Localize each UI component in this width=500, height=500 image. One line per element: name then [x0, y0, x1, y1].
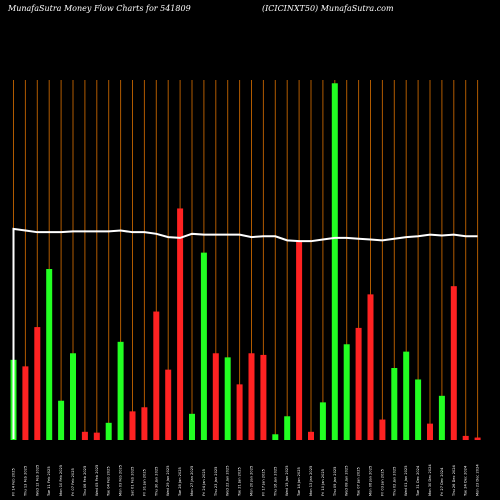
x-tick-label: Wed 15 Jan 2025 [285, 465, 289, 496]
bar [367, 294, 374, 440]
bar [200, 252, 207, 440]
bar [308, 431, 314, 440]
x-tick-label: Mon 10 Feb 2025 [59, 465, 63, 496]
bar [165, 369, 172, 440]
bar [177, 208, 184, 440]
x-tick-label: Tue 31 Dec 2024 [416, 465, 420, 497]
x-tick-label: Thu 23 Jan 2025 [214, 467, 218, 497]
trend-line-group [12, 227, 478, 439]
x-tick-label: Thu 13 Feb 2025 [23, 466, 27, 497]
bar [81, 431, 88, 440]
site-label: (ICICINXT50) MunafaSutra.com [262, 4, 394, 13]
x-tick-label: Tue 21 Jan 2025 [238, 467, 242, 497]
x-tick-label: Tue 14 Jan 2025 [297, 467, 301, 497]
bar [391, 368, 398, 440]
bar [224, 357, 231, 440]
x-tick-label: Wed 12 Feb 2025 [35, 465, 39, 496]
x-axis-labels: Fri 14 Feb 2025 Thu 13 Feb 2025 Wed 12 Feb… [12, 464, 480, 497]
bar [284, 416, 291, 440]
bar [34, 327, 41, 440]
x-tick-label: Fri 14 Feb 2025 [12, 468, 16, 496]
x-tick-label: Sat 01 Feb 2025 [131, 467, 135, 496]
x-tick-label: Thu 30 Jan 2025 [154, 467, 158, 497]
bar [248, 353, 255, 440]
bar [141, 407, 148, 440]
bar [379, 419, 386, 440]
trend-line [12, 227, 478, 439]
x-tick-label: Tue 04 Feb 2025 [107, 466, 111, 497]
x-tick-label: Wed 01 Jan 2025 [404, 465, 408, 496]
bar [427, 423, 433, 440]
bar [438, 395, 445, 440]
bar [319, 402, 326, 440]
x-tick-label: Fri 31 Jan 2025 [142, 469, 146, 496]
bar [46, 269, 53, 440]
x-tick-label: Fri 27 Dec 2024 [440, 467, 444, 496]
x-tick-label: Thu 06 Feb 2025 [83, 466, 87, 497]
x-tick-label: Mon 23 Dec 2024 [476, 464, 480, 496]
bar [189, 413, 195, 440]
bar [212, 353, 219, 440]
bar [58, 400, 65, 440]
x-tick-label: Fri 24 Jan 2025 [202, 469, 206, 496]
x-tick-label: Tue 11 Feb 2025 [47, 466, 51, 497]
bar [260, 354, 267, 440]
x-tick-label: Wed 29 Jan 2025 [166, 465, 170, 496]
x-tick-label: Mon 27 Jan 2025 [190, 466, 194, 496]
bars [10, 83, 481, 440]
x-tick-label: Thu 26 Dec 2024 [452, 464, 456, 497]
x-tick-label: Tue 28 Jan 2025 [178, 467, 182, 497]
x-tick-label: Fri 07 Feb 2025 [71, 468, 75, 496]
bar [22, 366, 29, 440]
bar [129, 411, 136, 440]
bar [343, 344, 350, 440]
bar [450, 286, 457, 440]
x-tick-label: Thu 09 Jan 2025 [333, 467, 337, 497]
x-tick-label: Mon 13 Jan 2025 [309, 466, 313, 496]
x-tick-label: Fri 17 Jan 2025 [261, 469, 265, 496]
bar [415, 379, 422, 440]
x-tick-label: Mon 20 Jan 2025 [250, 466, 254, 496]
x-tick-label: Mon 30 Dec 2024 [428, 464, 432, 496]
bar [117, 341, 124, 440]
bar [296, 242, 303, 440]
bar [70, 353, 76, 440]
x-tick-label: Wed 22 Jan 2025 [226, 465, 230, 496]
bar [272, 434, 279, 440]
bar [474, 437, 481, 440]
bar [236, 384, 243, 440]
chart-title: MunafaSutra Money Flow Charts for 541809 [8, 4, 191, 13]
x-tick-label: Fri 03 Jan 2025 [380, 469, 384, 496]
bar [462, 435, 469, 440]
x-tick-label: Fri 10 Jan 2025 [321, 469, 325, 496]
x-tick-label: Tue 07 Jan 2025 [357, 467, 361, 497]
bar [403, 351, 410, 440]
bar [331, 83, 338, 440]
x-tick-label: Tue 24 Dec 2024 [464, 465, 468, 497]
bar [93, 432, 100, 440]
x-tick-label: Wed 05 Feb 2025 [95, 465, 99, 496]
x-tick-label: Mon 03 Feb 2025 [119, 465, 123, 496]
bar [105, 422, 112, 440]
x-tick-label: Thu 16 Jan 2025 [273, 467, 277, 497]
bar [153, 311, 160, 440]
x-tick-label: Mon 06 Jan 2025 [369, 466, 373, 496]
bar [355, 327, 362, 440]
x-tick-label: Thu 02 Jan 2025 [392, 467, 396, 497]
x-tick-label: Wed 08 Jan 2025 [345, 465, 349, 496]
